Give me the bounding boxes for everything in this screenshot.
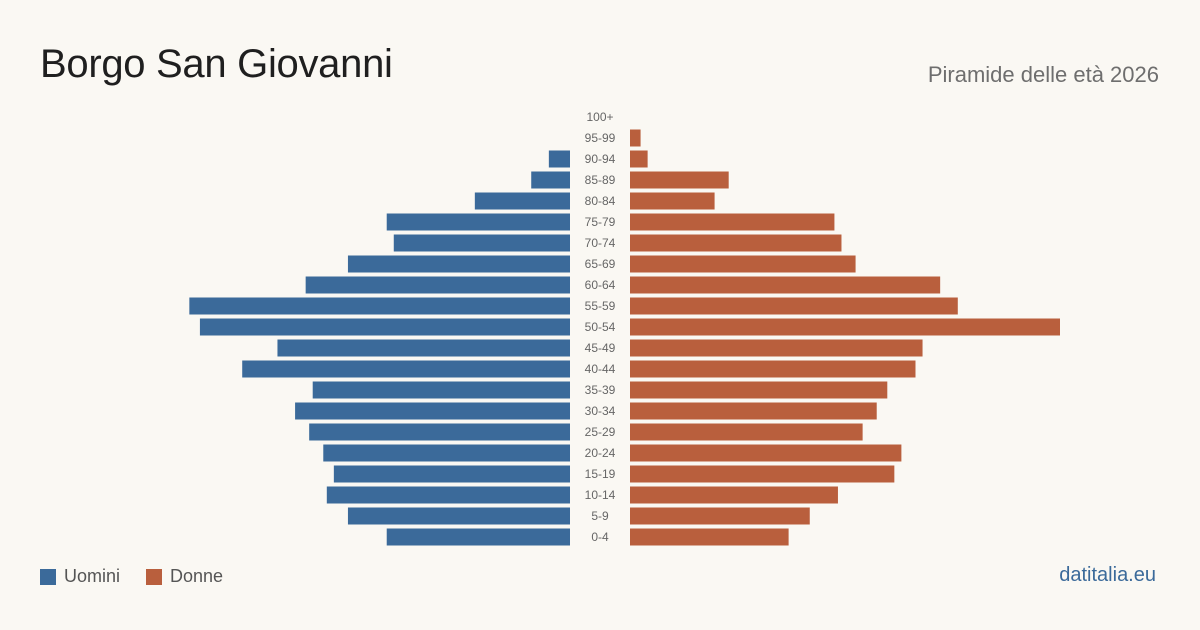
bar-men-55-59 [189, 297, 570, 315]
bar-men-80-84 [474, 192, 570, 210]
bar-men-35-39 [312, 381, 570, 399]
bar-men-30-34 [295, 402, 570, 420]
age-label-0-4: 0-4 [591, 530, 609, 544]
source-link[interactable]: datitalia.eu [1059, 564, 1156, 586]
bar-men-15-19 [333, 465, 570, 483]
age-label-15-19: 15-19 [585, 467, 616, 481]
legend-label-women: Donne [170, 566, 224, 586]
age-label-40-44: 40-44 [585, 362, 616, 376]
bar-women-20-24 [630, 444, 902, 462]
bar-women-65-69 [630, 255, 856, 273]
bar-women-90-94 [630, 150, 648, 168]
age-label-60-64: 60-64 [585, 278, 616, 292]
age-label-95-99: 95-99 [585, 131, 616, 145]
bar-women-0-4 [630, 528, 789, 546]
page-title: Borgo San Giovanni [40, 42, 393, 86]
bar-women-75-79 [630, 213, 835, 231]
bar-men-65-69 [347, 255, 570, 273]
age-label-35-39: 35-39 [585, 383, 616, 397]
legend-label-men: Uomini [64, 566, 121, 586]
age-label-65-69: 65-69 [585, 257, 616, 271]
age-label-5-9: 5-9 [591, 509, 609, 523]
age-label-85-89: 85-89 [585, 173, 616, 187]
bar-men-20-24 [323, 444, 570, 462]
bar-women-50-54 [630, 318, 1060, 336]
bar-women-15-19 [630, 465, 895, 483]
age-label-70-74: 70-74 [585, 236, 616, 250]
age-label-100+: 100+ [586, 110, 613, 124]
age-label-30-34: 30-34 [585, 404, 616, 418]
bar-women-5-9 [630, 507, 810, 525]
bar-women-35-39 [630, 381, 888, 399]
age-label-20-24: 20-24 [585, 446, 616, 460]
legend-item-women: Donne [146, 566, 223, 587]
legend-swatch-men [40, 568, 56, 585]
age-label-80-84: 80-84 [585, 194, 616, 208]
bar-men-70-74 [393, 234, 570, 252]
age-label-25-29: 25-29 [585, 425, 616, 439]
bar-men-60-64 [305, 276, 570, 294]
bar-men-10-14 [326, 486, 570, 504]
bar-men-5-9 [347, 507, 570, 525]
bar-men-85-89 [531, 171, 570, 189]
bar-men-25-29 [309, 423, 570, 441]
age-label-10-14: 10-14 [585, 488, 616, 502]
legend: Uomini Donne [40, 566, 249, 587]
bar-men-90-94 [548, 150, 570, 168]
bar-men-40-44 [242, 360, 570, 378]
bar-men-75-79 [386, 213, 570, 231]
bar-women-30-34 [630, 402, 877, 420]
age-label-75-79: 75-79 [585, 215, 616, 229]
bar-women-45-49 [630, 339, 923, 357]
legend-swatch-women [146, 568, 163, 585]
chart-subtitle: Piramide delle età 2026 [927, 62, 1159, 87]
legend-item-men: Uomini [40, 566, 120, 587]
age-label-55-59: 55-59 [585, 299, 616, 313]
bar-women-70-74 [630, 234, 842, 252]
bar-men-0-4 [386, 528, 570, 546]
bar-men-50-54 [199, 318, 570, 336]
bar-women-40-44 [630, 360, 916, 378]
bar-women-55-59 [630, 297, 958, 315]
bar-women-95-99 [630, 129, 641, 147]
age-label-50-54: 50-54 [585, 320, 616, 334]
age-label-90-94: 90-94 [585, 152, 616, 166]
bar-women-80-84 [630, 192, 715, 210]
age-label-45-49: 45-49 [585, 341, 616, 355]
bar-women-25-29 [630, 423, 863, 441]
bar-women-60-64 [630, 276, 941, 294]
bar-men-45-49 [277, 339, 570, 357]
bar-women-85-89 [630, 171, 729, 189]
bar-women-10-14 [630, 486, 838, 504]
